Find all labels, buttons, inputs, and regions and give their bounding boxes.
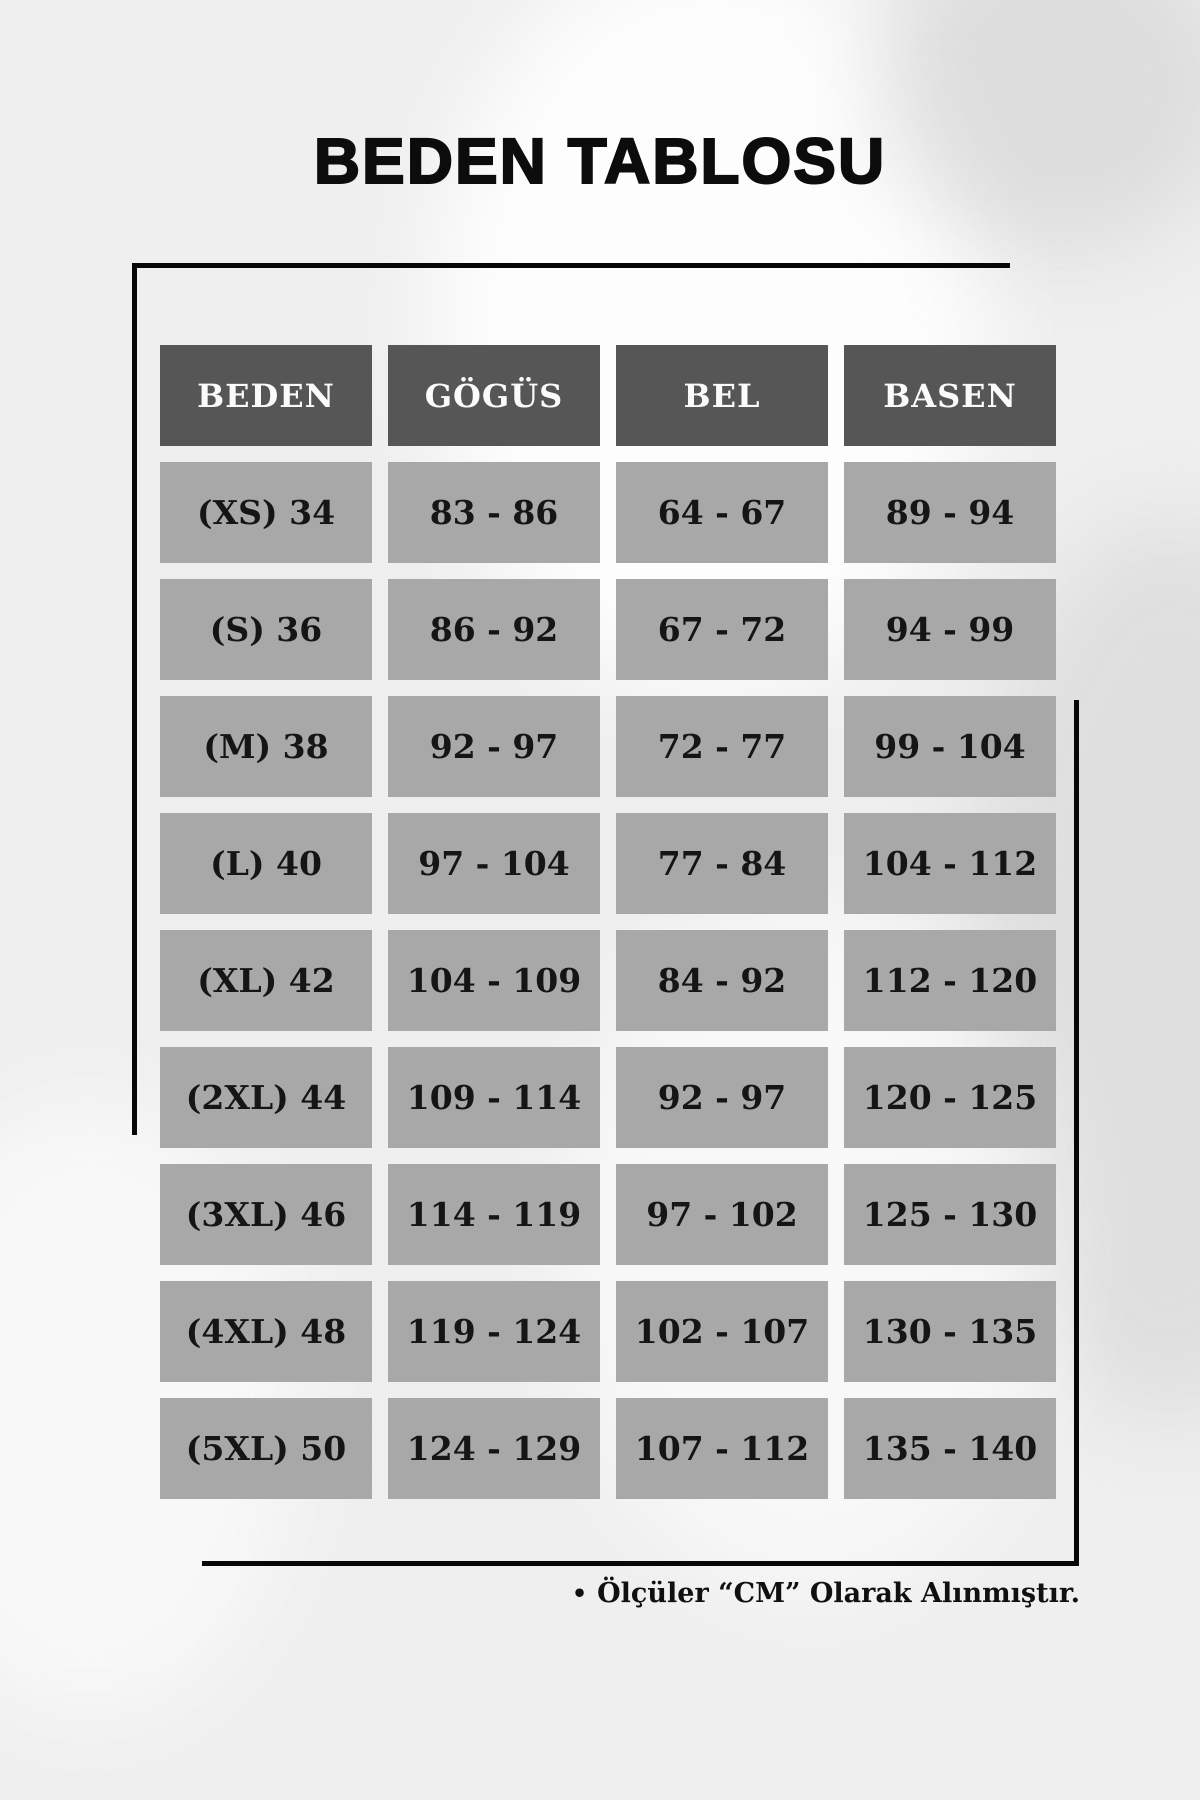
- frame-rule-bottom: [202, 1561, 1079, 1566]
- table-cell: 77 - 84: [616, 813, 828, 914]
- table-cell: 99 - 104: [844, 696, 1056, 797]
- table-cell: 104 - 112: [844, 813, 1056, 914]
- table-cell: 135 - 140: [844, 1398, 1056, 1499]
- table-cell: 114 - 119: [388, 1164, 600, 1265]
- table-cell: 112 - 120: [844, 930, 1056, 1031]
- table-cell: 109 - 114: [388, 1047, 600, 1148]
- size-cell: (5XL) 50: [160, 1398, 372, 1499]
- table-cell: 72 - 77: [616, 696, 828, 797]
- table-cell: 124 - 129: [388, 1398, 600, 1499]
- size-table: BEDEN GÖGÜS BEL BASEN (XS) 34 83 - 86 64 - 67 8…: [160, 345, 1056, 1499]
- page-title: BEDEN TABLOSU: [313, 124, 887, 198]
- table-cell: 92 - 97: [388, 696, 600, 797]
- table-cell: 89 - 94: [844, 462, 1056, 563]
- frame-rule-left: [132, 263, 137, 1135]
- table-cell: 102 - 107: [616, 1281, 828, 1382]
- size-cell: (XL) 42: [160, 930, 372, 1031]
- size-cell: (S) 36: [160, 579, 372, 680]
- table-cell: 107 - 112: [616, 1398, 828, 1499]
- header-cell-beden: BEDEN: [160, 345, 372, 446]
- size-cell: (2XL) 44: [160, 1047, 372, 1148]
- table-cell: 64 - 67: [616, 462, 828, 563]
- table-cell: 94 - 99: [844, 579, 1056, 680]
- table-cell: 86 - 92: [388, 579, 600, 680]
- table-cell: 97 - 102: [616, 1164, 828, 1265]
- table-cell: 125 - 130: [844, 1164, 1056, 1265]
- frame-rule-right: [1074, 700, 1079, 1566]
- frame-rule-top: [132, 263, 1010, 268]
- header-cell-basen: BASEN: [844, 345, 1056, 446]
- size-cell: (XS) 34: [160, 462, 372, 563]
- bullet-icon: •: [571, 1579, 588, 1608]
- header-cell-bel: BEL: [616, 345, 828, 446]
- table-cell: 104 - 109: [388, 930, 600, 1031]
- size-cell: (3XL) 46: [160, 1164, 372, 1265]
- size-cell: (4XL) 48: [160, 1281, 372, 1382]
- size-cell: (L) 40: [160, 813, 372, 914]
- table-cell: 120 - 125: [844, 1047, 1056, 1148]
- header-cell-gogus: GÖGÜS: [388, 345, 600, 446]
- table-cell: 130 - 135: [844, 1281, 1056, 1382]
- table-cell: 119 - 124: [388, 1281, 600, 1382]
- table-cell: 92 - 97: [616, 1047, 828, 1148]
- table-cell: 84 - 92: [616, 930, 828, 1031]
- size-cell: (M) 38: [160, 696, 372, 797]
- table-cell: 83 - 86: [388, 462, 600, 563]
- footer-note-text: Ölçüler “CM” Olarak Alınmıştır.: [597, 1578, 1080, 1609]
- table-cell: 97 - 104: [388, 813, 600, 914]
- table-cell: 67 - 72: [616, 579, 828, 680]
- footer-note: • Ölçüler “CM” Olarak Alınmıştır.: [0, 1578, 1080, 1609]
